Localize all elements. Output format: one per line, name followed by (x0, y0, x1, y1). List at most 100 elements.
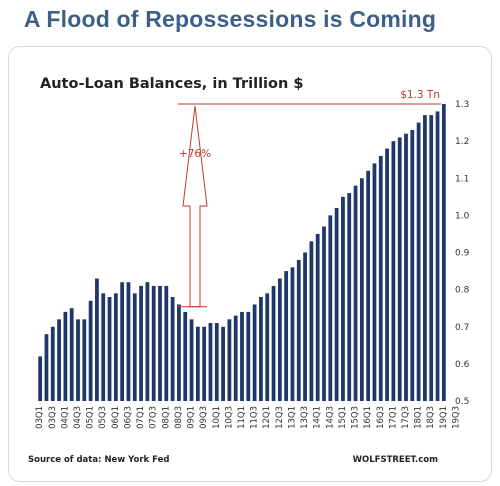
bar (259, 297, 263, 401)
x-tick-label: 15Q1 (338, 406, 348, 429)
x-tick-label: 11Q3 (250, 406, 260, 429)
x-tick-label: 18Q1 (414, 406, 424, 429)
bars-group (38, 104, 446, 402)
x-tick-label: 05Q3 (98, 406, 108, 429)
source-note: Source of data: New York Fed (28, 455, 169, 465)
bar (303, 252, 307, 401)
x-tick-label: 08Q3 (174, 406, 184, 429)
bar (397, 137, 402, 401)
bar (113, 293, 118, 401)
x-tick-label: 14Q1 (313, 406, 323, 429)
y-tick-label: 0.9 (455, 249, 470, 259)
peak-label: $1.3 Tn (400, 89, 440, 101)
bar (95, 278, 99, 401)
bar (69, 308, 74, 401)
bar (189, 319, 194, 401)
bar (50, 326, 55, 401)
bar (252, 304, 257, 401)
bar (429, 115, 434, 401)
x-tick-label: 08Q1 (161, 406, 171, 429)
bar (309, 241, 314, 401)
y-tick-label: 1.3 (455, 100, 469, 110)
auto-loan-chart: Auto-Loan Balances, in Trillion $ $1.3 T… (28, 76, 470, 465)
bar (240, 311, 244, 401)
x-tick-label: 12Q1 (262, 406, 272, 429)
bar (227, 319, 232, 401)
bar (57, 319, 61, 401)
x-tick-label: 07Q1 (136, 406, 146, 429)
bar (334, 207, 339, 401)
y-tick-label: 1.2 (455, 137, 469, 147)
bar (145, 282, 150, 401)
headline: A Flood of Repossessions is Coming (23, 6, 437, 32)
bar (63, 311, 68, 401)
bar (170, 297, 175, 401)
bar (120, 282, 125, 401)
x-axis: 03Q1 03Q3 04Q1 04Q3 05Q1 05Q3 06Q1 06Q3 07Q1 07Q3… (35, 406, 461, 429)
bar (347, 193, 352, 401)
bar (202, 326, 207, 401)
y-tick-label: 0.8 (455, 286, 470, 296)
bar (107, 297, 112, 401)
bar (82, 319, 87, 401)
bar (164, 285, 169, 401)
x-tick-label: 06Q3 (123, 406, 133, 429)
x-tick-label: 16Q1 (363, 406, 373, 429)
growth-arrow (182, 105, 208, 308)
bar (139, 285, 143, 401)
y-tick-label: 0.7 (455, 323, 469, 333)
x-tick-label: 14Q3 (325, 406, 335, 429)
bar (441, 104, 446, 401)
bar (378, 155, 383, 401)
bar (410, 129, 415, 402)
pct-change-label: +76% (179, 148, 211, 160)
annotations-group: $1.3 Tn +76% (177, 89, 441, 308)
bar (290, 267, 295, 401)
x-tick-label: 18Q3 (426, 406, 436, 429)
x-tick-label: 16Q3 (376, 406, 386, 429)
x-tick-label: 15Q3 (351, 406, 361, 429)
x-tick-label: 19Q3 (451, 406, 461, 429)
bar (88, 300, 93, 401)
bar (195, 326, 200, 401)
bar (366, 170, 371, 401)
x-tick-label: 09Q3 (199, 406, 209, 429)
x-tick-label: 11Q1 (237, 406, 247, 429)
bar (246, 311, 251, 401)
bar (38, 356, 43, 401)
x-tick-label: 07Q3 (149, 406, 159, 429)
x-tick-label: 17Q3 (401, 406, 411, 429)
bar (391, 141, 396, 401)
x-tick-label: 04Q1 (60, 406, 70, 429)
x-tick-label: 04Q3 (73, 406, 83, 429)
bar (385, 148, 389, 401)
x-tick-label: 13Q1 (287, 406, 297, 429)
y-tick-label: 0.6 (455, 360, 470, 370)
y-tick-label: 0.5 (455, 397, 469, 407)
bar (158, 285, 162, 401)
x-tick-label: 13Q3 (300, 406, 310, 429)
y-tick-label: 1.0 (455, 211, 470, 221)
x-tick-label: 06Q1 (111, 406, 121, 429)
x-tick-label: 03Q1 (35, 406, 45, 429)
y-axis: 0.5 0.6 0.7 0.8 0.9 1.0 1.1 1.2 1.3 (455, 100, 470, 407)
bar (416, 122, 421, 401)
bar (132, 293, 137, 401)
bar (265, 293, 270, 401)
bar (296, 259, 301, 401)
bar (315, 233, 320, 401)
chart-title: Auto-Loan Balances, in Trillion $ (40, 76, 303, 92)
bar (423, 115, 427, 401)
bar (101, 293, 106, 401)
bar (126, 282, 131, 401)
bar (183, 311, 188, 401)
bar (214, 323, 219, 401)
x-tick-label: 17Q1 (388, 406, 398, 429)
bar (353, 185, 358, 401)
x-tick-label: 03Q3 (48, 406, 58, 429)
bar (208, 323, 213, 401)
bar (341, 196, 345, 401)
bar (151, 285, 156, 401)
bar (271, 285, 276, 401)
x-tick-label: 19Q1 (439, 406, 449, 429)
